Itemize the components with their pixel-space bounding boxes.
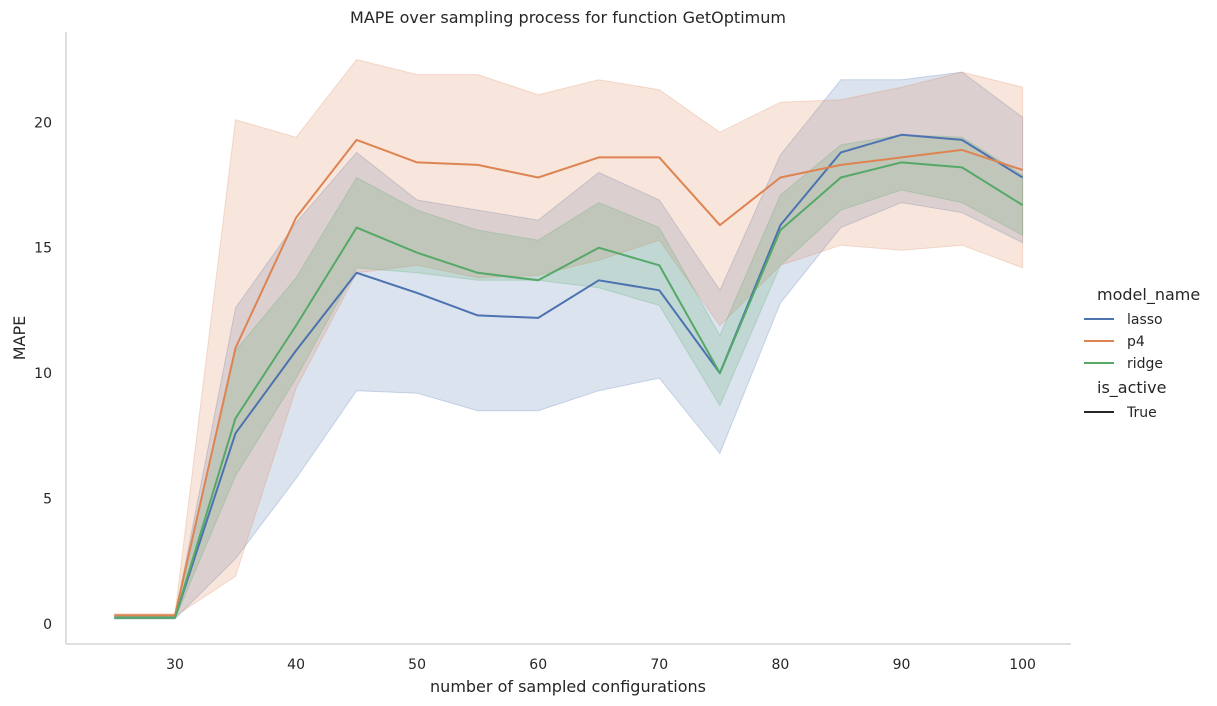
series-line-lasso: [114, 133, 1024, 619]
x-tick-label: 90: [893, 657, 911, 673]
chart-title: MAPE over sampling process for function …: [350, 8, 786, 27]
legend: model_name lasso p4 ridge is_active True: [1084, 285, 1200, 421]
legend-entry-ridge: ridge: [1127, 356, 1163, 372]
y-axis-label: MAPE: [10, 316, 29, 361]
legend-entry-lasso: lasso: [1127, 312, 1163, 328]
confidence-band-lasso: [113, 71, 1024, 620]
confidence-band-p4: [113, 59, 1024, 617]
legend-hue-title: model_name: [1097, 285, 1200, 305]
legend-style-title: is_active: [1097, 378, 1166, 398]
confidence-band-ridge: [113, 134, 1024, 620]
confidence-bands: [113, 59, 1024, 620]
legend-style-entries: True: [1084, 405, 1157, 421]
series-line-p4: [114, 138, 1023, 617]
x-tick-labels: 30 40 50 60 70 80 90 100: [166, 657, 1036, 673]
series-lines: [114, 133, 1024, 619]
x-tick-label: 60: [529, 657, 547, 673]
x-tick-label: 70: [650, 657, 668, 673]
legend-hue-entries: lasso p4 ridge: [1084, 312, 1163, 372]
y-tick-label: 5: [43, 492, 52, 508]
x-tick-label: 30: [166, 657, 184, 673]
y-tick-label: 15: [34, 241, 52, 257]
x-tick-label: 80: [771, 657, 789, 673]
y-tick-label: 20: [34, 115, 52, 131]
x-tick-label: 50: [408, 657, 426, 673]
series-line-ridge: [114, 161, 1024, 619]
y-tick-label: 0: [43, 617, 52, 633]
y-tick-labels: 0 5 10 15 20: [34, 115, 52, 633]
x-tick-label: 100: [1009, 657, 1036, 673]
x-axis-label: number of sampled configurations: [430, 677, 706, 696]
legend-entry-style: True: [1126, 405, 1157, 421]
y-tick-label: 10: [34, 366, 52, 382]
x-tick-label: 40: [287, 657, 305, 673]
legend-entry-p4: p4: [1127, 334, 1145, 350]
